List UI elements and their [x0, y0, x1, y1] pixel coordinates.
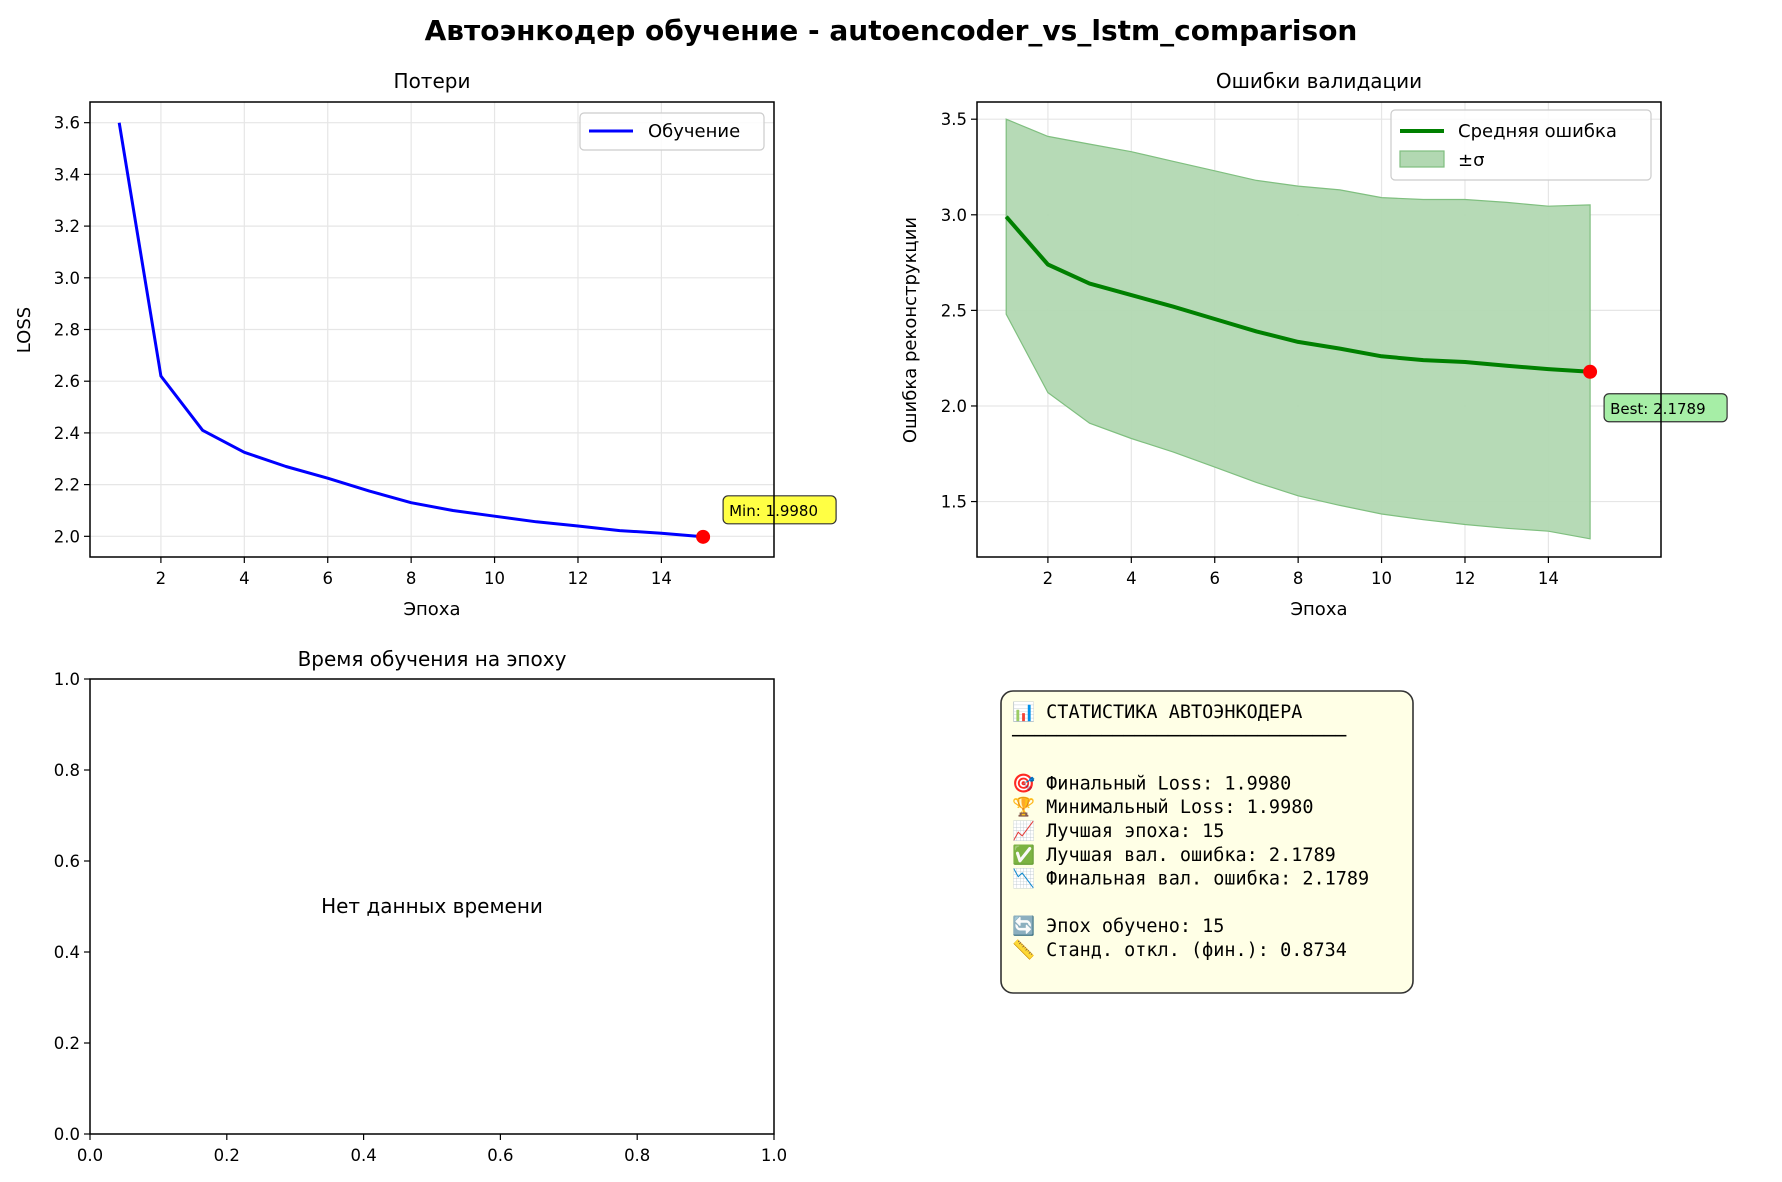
val-mean-line [1004, 215, 1591, 374]
val-legend-box [1390, 109, 1652, 181]
stats-line: ────────────────────────────── [1011, 726, 1347, 747]
val-best-annotation-text: Best: 2.1789 [1610, 400, 1706, 418]
time-y-tick-label: 1.0 [54, 670, 80, 689]
val-axes-frame [976, 101, 1662, 558]
loss-x-tick-label: 8 [406, 569, 417, 588]
stats-lines: 📊 СТАТИСТИКА АВТОЭНКОДЕРА ───────────────… [1011, 701, 1369, 961]
loss-x-tick-label: 14 [651, 569, 672, 588]
val-best-marker [1583, 364, 1598, 379]
loss-y-tick-label: 3.2 [54, 217, 80, 236]
val-legend-band-swatch [1399, 150, 1445, 168]
loss-panel: Потери Min: 1.9980 2 4 6 8 10 12 14 2.02.22.42… [14, 69, 837, 620]
loss-y-tick-label: 2.2 [54, 476, 80, 495]
time-x-tick-label: 0.6 [487, 1146, 513, 1165]
stats-box [1000, 690, 1414, 994]
loss-legend: Обучение [579, 112, 765, 151]
time-y-ticks: 0.0 0.2 0.4 0.6 0.8 1.0 [54, 670, 90, 1144]
val-panel: Ошибки валидации Best: 2.1789 2 4 6 8 10 12 14… [900, 69, 1728, 620]
val-y-tick-label: 3.5 [941, 110, 967, 129]
time-axes-frame [89, 678, 775, 1135]
time-x-tick-label: 0.2 [214, 1146, 240, 1165]
loss-y-tick-label: 2.8 [54, 321, 80, 340]
val-x-tick-label: 14 [1538, 569, 1559, 588]
val-y-tick-label: 1.5 [941, 493, 967, 512]
val-best-annotation: Best: 2.1789 [1603, 393, 1728, 423]
loss-xlabel: Эпоха [403, 599, 460, 620]
loss-min-annotation-box [722, 495, 837, 525]
val-legend-band-label: ±σ [1458, 150, 1485, 171]
stats-line: 📊 СТАТИСТИКА АВТОЭНКОДЕРА [1012, 701, 1302, 723]
val-x-ticks: 2 4 6 8 10 12 14 [1043, 557, 1559, 588]
time-x-tick-label: 0.8 [624, 1146, 650, 1165]
time-x-tick-label: 0.0 [77, 1146, 103, 1165]
stats-line: 🎯 Финальный Loss: 1.9980 [1012, 772, 1291, 794]
figure-title: Автоэнкодер обучение - autoencoder_vs_ls… [425, 14, 1358, 47]
time-y-tick-label: 0.6 [54, 852, 80, 871]
val-y-tick-label: 3.0 [941, 206, 967, 225]
loss-y-tick-label: 2.0 [54, 527, 80, 546]
loss-x-ticks: 2 4 6 8 10 12 14 [156, 557, 672, 588]
loss-y-tick-label: 3.0 [54, 269, 80, 288]
stats-line: 📈 Лучшая эпоха: 15 [1012, 820, 1224, 842]
time-y-tick-label: 0.2 [54, 1034, 80, 1053]
stats-line: ✅ Лучшая вал. ошибка: 2.1789 [1012, 844, 1336, 866]
val-x-tick-label: 4 [1126, 569, 1137, 588]
val-sigma-band [1005, 118, 1591, 540]
loss-y-tick-label: 2.4 [54, 424, 80, 443]
stats-line: 🔄 Эпох обучено: 15 [1012, 915, 1224, 937]
val-xlabel: Эпоха [1290, 599, 1347, 620]
val-y-tick-label: 2.5 [941, 301, 967, 320]
time-no-data-message: Нет данных времени [321, 894, 543, 918]
stats-line: 📏 Станд. откл. (фин.): 0.8734 [1012, 939, 1347, 961]
val-legend-mean-label: Средняя ошибка [1458, 121, 1617, 142]
val-x-tick-label: 6 [1209, 569, 1220, 588]
loss-x-tick-label: 6 [322, 569, 333, 588]
loss-legend-label: Обучение [648, 121, 740, 142]
time-y-tick-label: 0.8 [54, 761, 80, 780]
loss-y-tick-label: 3.4 [54, 165, 80, 184]
time-y-tick-label: 0.0 [54, 1125, 80, 1144]
loss-title: Потери [394, 69, 471, 93]
val-x-tick-label: 10 [1371, 569, 1392, 588]
stats-line: 🏆 Минимальный Loss: 1.9980 [1012, 796, 1313, 818]
loss-y-ticks: 2.0 2.2 2.4 2.6 2.8 3.0 3.2 3.4 3.6 [54, 114, 90, 546]
loss-min-annotation: Min: 1.9980 [722, 495, 837, 525]
loss-legend-box [579, 112, 765, 151]
stats-panel: 📊 СТАТИСТИКА АВТОЭНКОДЕРА ───────────────… [1000, 690, 1414, 994]
val-x-tick-label: 12 [1454, 569, 1475, 588]
val-title: Ошибки валидации [1216, 69, 1422, 93]
val-y-tick-label: 2.0 [941, 397, 967, 416]
time-panel: Время обучения на эпоху 0.0 0.2 0.4 0.6 0.8 1… [54, 647, 787, 1165]
val-legend: Средняя ошибка ±σ [1390, 109, 1652, 181]
loss-x-tick-label: 4 [239, 569, 250, 588]
time-title: Время обучения на эпоху [298, 647, 567, 671]
time-x-ticks: 0.0 0.2 0.4 0.6 0.8 1.0 [77, 1134, 787, 1165]
val-x-tick-label: 8 [1293, 569, 1304, 588]
loss-y-tick-label: 3.6 [54, 114, 80, 133]
loss-x-tick-label: 2 [156, 569, 167, 588]
val-y-ticks: 1.5 2.0 2.5 3.0 3.5 [941, 110, 977, 512]
loss-train-line [117, 122, 704, 539]
val-best-annotation-box [1603, 393, 1728, 423]
val-x-tick-label: 2 [1043, 569, 1054, 588]
time-x-tick-label: 1.0 [761, 1146, 787, 1165]
loss-ylabel: LOSS [14, 307, 35, 353]
stats-line: 📉 Финальная вал. ошибка: 2.1789 [1012, 868, 1369, 890]
val-ylabel: Ошибка реконструкции [900, 217, 921, 443]
time-x-tick-label: 0.4 [350, 1146, 376, 1165]
time-y-tick-label: 0.4 [54, 943, 80, 962]
loss-y-tick-label: 2.6 [54, 372, 80, 391]
loss-x-tick-label: 10 [484, 569, 505, 588]
loss-min-marker [696, 529, 711, 544]
loss-x-tick-label: 12 [567, 569, 588, 588]
